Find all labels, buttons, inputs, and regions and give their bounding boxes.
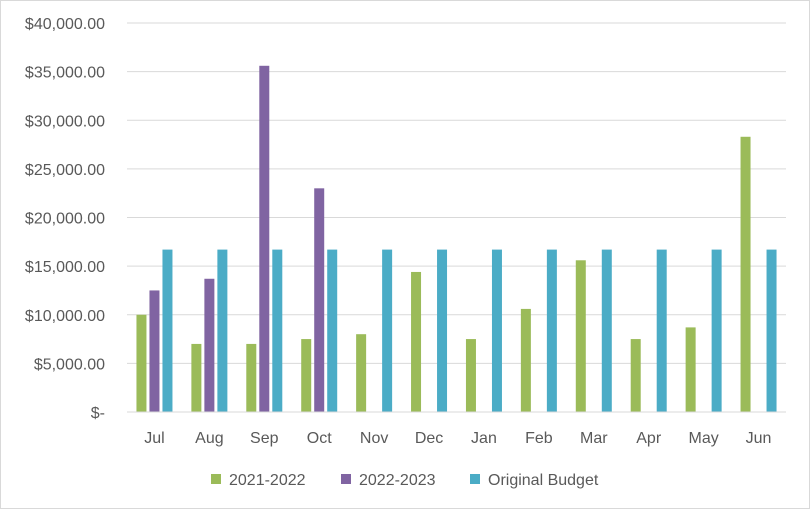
bar-2021-2022-nov <box>356 334 367 412</box>
y-axis: $- $5,000.00 $10,000.00 $15,000.00 $20,000.0… <box>25 16 105 422</box>
bar-2021-2022-dec <box>411 271 422 412</box>
bar-original-budget-mar <box>601 249 612 412</box>
legend-swatch <box>211 474 221 484</box>
legend-swatch <box>341 474 351 484</box>
y-tick-label: $30,000.00 <box>25 113 105 130</box>
bar-original-budget-apr <box>656 249 667 412</box>
y-tick-label: $5,000.00 <box>34 356 105 373</box>
y-tick-label: $35,000.00 <box>25 65 105 82</box>
y-tick-label: $- <box>91 405 105 422</box>
bar-2021-2022-jan <box>465 339 476 412</box>
bar-original-budget-jul <box>162 249 173 412</box>
bar-2021-2022-jun <box>740 136 751 412</box>
bar-original-budget-sep <box>272 249 283 412</box>
y-tick-label: $40,000.00 <box>25 16 105 33</box>
x-tick-label: Dec <box>415 430 443 447</box>
x-tick-label: Jan <box>471 430 497 447</box>
bar-original-budget-oct <box>327 249 338 412</box>
x-tick-label: Jun <box>746 430 772 447</box>
bar-original-budget-feb <box>546 249 557 412</box>
y-tick-label: $20,000.00 <box>25 211 105 228</box>
y-tick-label: $15,000.00 <box>25 259 105 276</box>
bar-2021-2022-feb <box>520 308 531 412</box>
x-tick-label: Nov <box>360 430 388 447</box>
legend-label: 2022-2023 <box>359 472 436 489</box>
legend-label: 2021-2022 <box>229 472 306 489</box>
x-tick-label: Sep <box>250 430 279 447</box>
x-tick-label: Aug <box>195 430 223 447</box>
bar-2021-2022-jul <box>136 314 147 412</box>
bar-original-budget-nov <box>382 249 393 412</box>
x-tick-label: Oct <box>307 430 332 447</box>
y-tick-label: $10,000.00 <box>25 308 105 325</box>
bar-2021-2022-aug <box>191 343 202 412</box>
bar-2022-2023-sep <box>259 65 270 412</box>
x-tick-label: Jul <box>144 430 164 447</box>
y-tick-label: $25,000.00 <box>25 162 105 179</box>
bar-original-budget-jun <box>766 249 777 412</box>
legend-swatch <box>470 474 480 484</box>
bar-original-budget-dec <box>437 249 448 412</box>
bar-original-budget-may <box>711 249 722 412</box>
bar-2022-2023-oct <box>314 188 325 412</box>
gridlines <box>127 22 786 413</box>
x-tick-label: Apr <box>636 430 662 447</box>
bar-2021-2022-may <box>685 327 696 412</box>
x-tick-label: Feb <box>525 430 553 447</box>
bar-2022-2023-jul <box>149 290 160 412</box>
bar-2021-2022-oct <box>301 339 312 412</box>
legend-label: Original Budget <box>488 472 599 489</box>
bar-original-budget-jan <box>491 249 502 412</box>
bars <box>136 65 777 412</box>
bar-2021-2022-apr <box>630 339 641 412</box>
x-tick-label: Mar <box>580 430 608 447</box>
bar-2022-2023-aug <box>204 278 215 412</box>
bar-original-budget-aug <box>217 249 228 412</box>
x-axis: Jul Aug Sep Oct Nov Dec Jan Feb Mar Apr May Jun <box>127 411 786 447</box>
bar-2021-2022-mar <box>575 260 586 412</box>
bar-2021-2022-sep <box>246 343 257 412</box>
x-tick-label: May <box>689 430 719 447</box>
legend: 2021-2022 2022-2023 Original Budget <box>211 472 599 489</box>
